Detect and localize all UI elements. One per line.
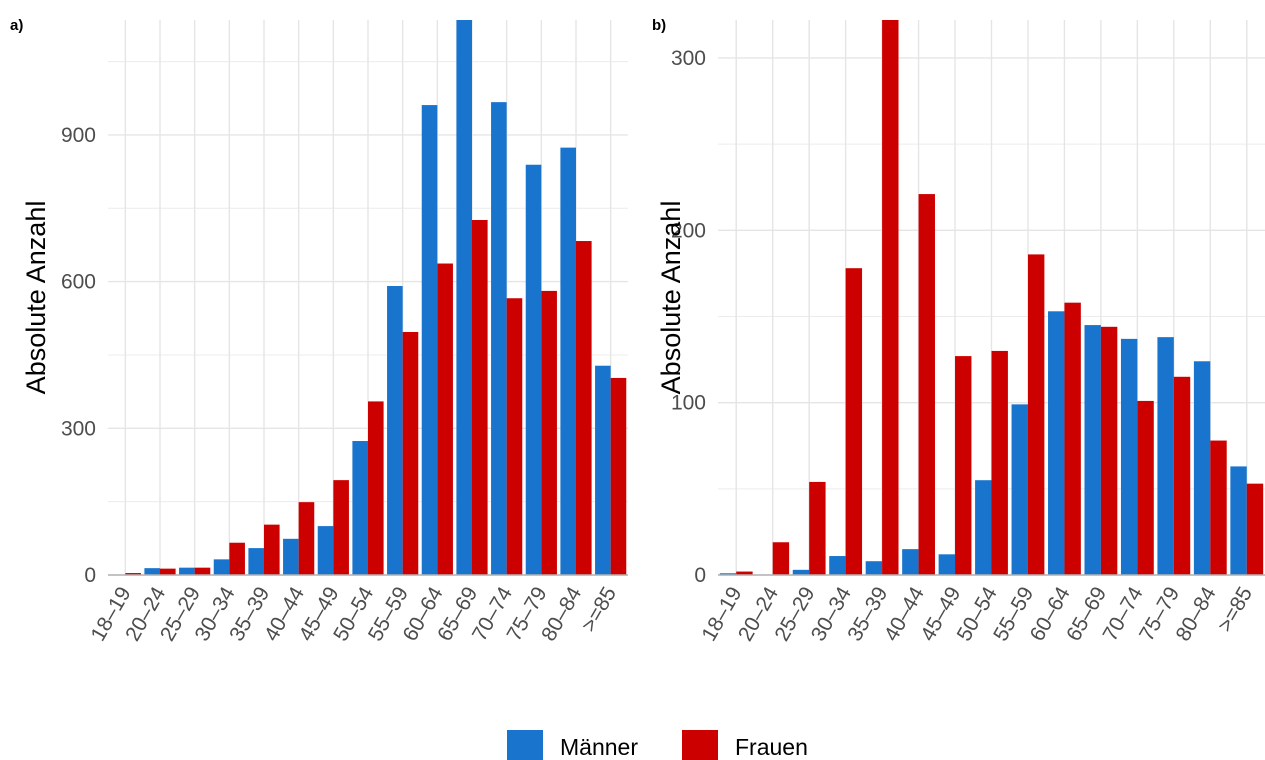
bar xyxy=(955,356,972,575)
bar xyxy=(179,567,195,575)
bar xyxy=(736,571,753,575)
bar xyxy=(352,441,368,575)
bar xyxy=(368,401,384,575)
bar xyxy=(213,559,230,575)
bar xyxy=(1064,302,1081,575)
panel-a: 030060090018–1920–2425–2930–3435–3940–44… xyxy=(10,17,628,645)
legend-label-frauen: Frauen xyxy=(735,734,808,760)
bar xyxy=(283,538,299,575)
bar xyxy=(975,480,992,575)
bar xyxy=(125,573,141,575)
bar xyxy=(938,554,956,575)
bar xyxy=(472,219,488,575)
bar xyxy=(1193,361,1211,575)
legend-swatch-maenner xyxy=(507,730,543,760)
y-tick-label: 200 xyxy=(671,219,706,242)
bar xyxy=(845,268,863,575)
y-tick-label: 100 xyxy=(671,392,706,415)
x-tick-label: >=85 xyxy=(577,583,621,636)
bar xyxy=(1120,338,1138,575)
bar xyxy=(194,567,211,575)
bar xyxy=(387,286,403,575)
y-tick-label: 300 xyxy=(671,47,706,70)
bar xyxy=(248,548,264,575)
bar xyxy=(809,481,826,575)
bar xyxy=(333,480,349,575)
bar xyxy=(1173,376,1191,575)
bar xyxy=(1137,400,1154,575)
bar xyxy=(829,556,846,575)
panel-b: 010020030018–1920–2425–2930–3435–3940–44… xyxy=(652,17,1265,645)
bar xyxy=(1246,483,1264,575)
bar xyxy=(491,102,507,575)
bar xyxy=(456,20,472,575)
bar xyxy=(902,549,919,575)
y-tick-label: 900 xyxy=(61,124,96,147)
panel-label: a) xyxy=(10,17,23,34)
bar xyxy=(1084,325,1101,575)
bar xyxy=(229,542,245,575)
bar xyxy=(298,502,315,575)
bar xyxy=(421,105,438,575)
bar xyxy=(882,20,899,575)
bar xyxy=(918,194,935,575)
bar xyxy=(506,298,523,575)
bar xyxy=(1011,404,1028,575)
bar xyxy=(264,524,280,575)
bar xyxy=(772,542,790,575)
panel-label: b) xyxy=(652,17,666,34)
bar xyxy=(1230,466,1247,575)
bar xyxy=(541,290,557,575)
y-tick-label: 300 xyxy=(61,417,96,440)
bar xyxy=(437,263,453,575)
y-tick-label: 0 xyxy=(694,564,706,587)
legend-swatch-frauen xyxy=(682,730,718,760)
bar xyxy=(576,241,592,575)
bar xyxy=(317,526,334,575)
legend: Männer Frauen xyxy=(507,730,808,760)
bar xyxy=(719,573,737,575)
bar xyxy=(865,561,883,575)
bar xyxy=(560,147,576,575)
bar xyxy=(160,568,176,575)
y-tick-label: 0 xyxy=(84,564,96,587)
bar xyxy=(1157,337,1174,575)
x-tick-label: >=85 xyxy=(1213,583,1257,636)
bar xyxy=(525,164,542,575)
bar xyxy=(1210,440,1227,575)
bar xyxy=(991,350,1008,575)
legend-label-maenner: Männer xyxy=(560,734,638,760)
bar xyxy=(792,569,810,575)
bar xyxy=(144,568,160,575)
bar xyxy=(1027,254,1045,575)
y-axis-title: Absolute Anzahl xyxy=(656,201,686,395)
bar xyxy=(610,377,627,575)
bar xyxy=(402,331,419,575)
y-axis-title: Absolute Anzahl xyxy=(21,201,51,395)
bar xyxy=(1048,311,1065,575)
bar xyxy=(1100,326,1118,575)
bar xyxy=(595,365,611,575)
y-tick-label: 600 xyxy=(61,271,96,294)
